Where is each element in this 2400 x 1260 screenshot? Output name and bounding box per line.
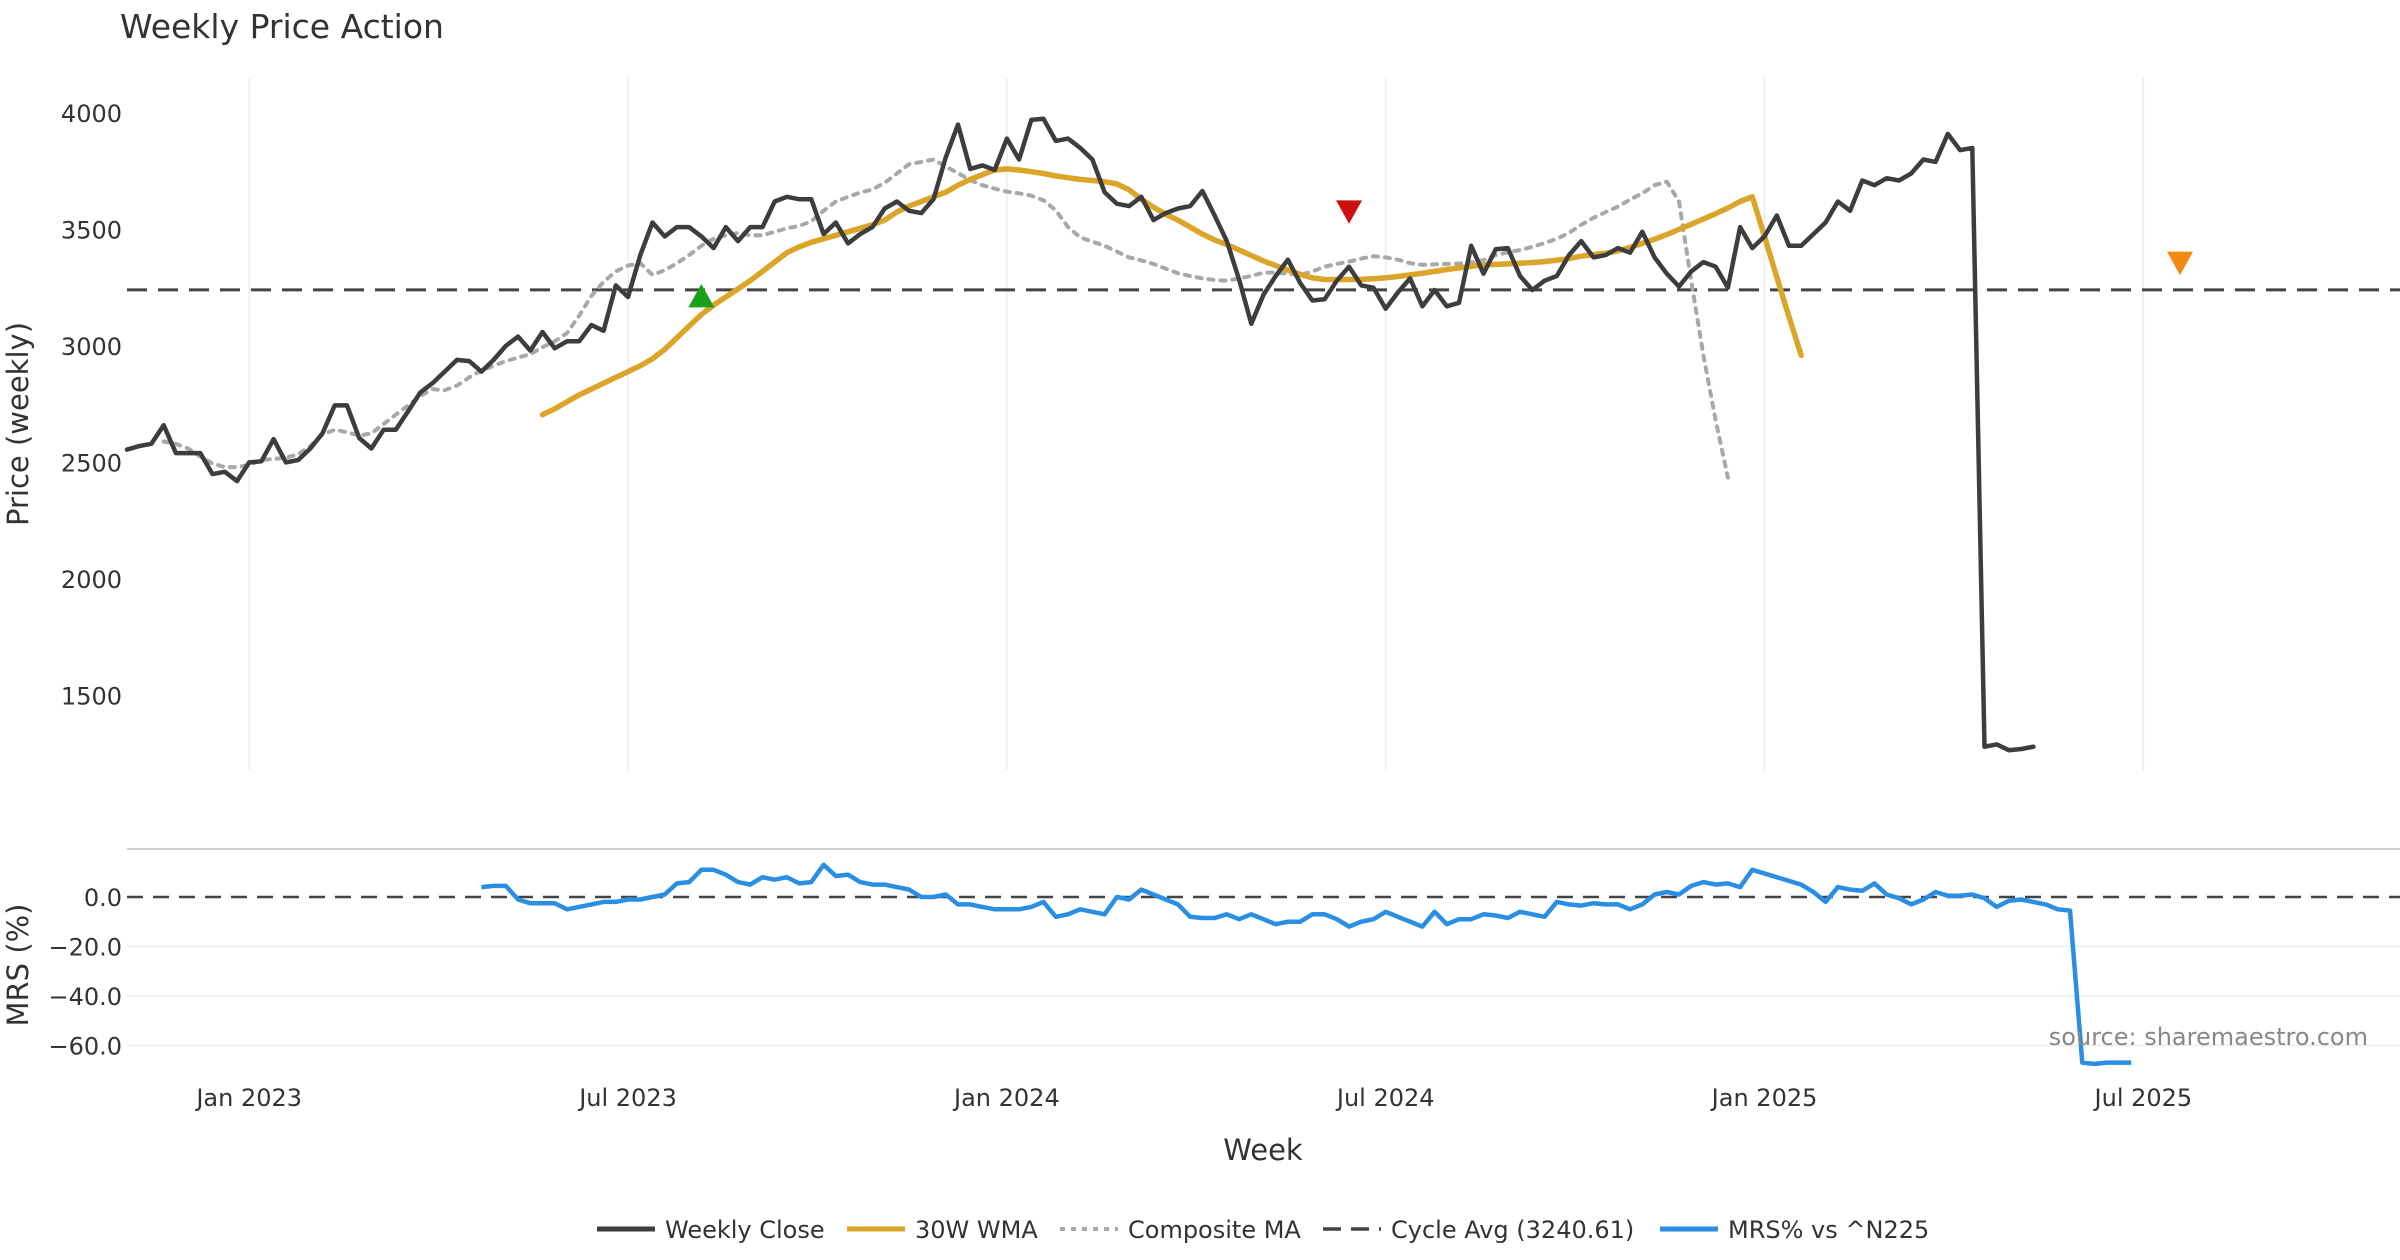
legend: Weekly Close 30W WMA Composite MA Cycle Avg… — [597, 1216, 1929, 1244]
grid — [127, 78, 2400, 1047]
wma-30w-line — [539, 166, 1804, 418]
legend-label: 30W WMA — [915, 1216, 1038, 1244]
mrs-tick-label: −20.0 — [48, 933, 122, 961]
price-axis-label: Price (weekly) — [1, 322, 35, 526]
legend-label: Weekly Close — [665, 1216, 825, 1244]
sell-signal-marker — [2167, 251, 2194, 276]
price-tick-label: 1500 — [61, 682, 122, 710]
mrs-tick-label: −60.0 — [48, 1032, 122, 1060]
reference-lines — [127, 288, 2400, 899]
weekly-close-line — [124, 116, 2036, 753]
x-axis-title: Week — [1223, 1133, 1303, 1167]
x-tick-label: Jul 2025 — [2093, 1084, 2193, 1112]
mrs-axis-label: MRS (%) — [1, 904, 35, 1027]
legend-label: MRS% vs ^N225 — [1728, 1216, 1929, 1244]
price-tick-label: 2000 — [61, 566, 122, 594]
price-tick-label: 3500 — [61, 216, 122, 244]
price-tick-label: 2500 — [61, 449, 122, 477]
legend-label: Cycle Avg (3240.61) — [1391, 1216, 1634, 1244]
sell-signal-marker — [1336, 200, 1363, 224]
legend-label: Composite MA — [1128, 1216, 1301, 1244]
series-lines — [124, 116, 2132, 1067]
source-note: source: sharemaestro.com — [2049, 1023, 2368, 1051]
x-tick-label: Jan 2023 — [194, 1084, 302, 1112]
y-tick-labels: 1500 2000 2500 3000 3500 4000 −60.0 −40.0 −20.0 0… — [48, 100, 122, 1060]
x-tick-label: Jan 2024 — [952, 1084, 1060, 1112]
x-tick-label: Jan 2025 — [1710, 1084, 1818, 1112]
x-tick-labels: Jan 2023 Jul 2023 Jan 2024 Jul 2024 Jan 2025… — [194, 1084, 2192, 1112]
x-tick-label: Jul 2024 — [1335, 1084, 1435, 1112]
x-tick-label: Jul 2023 — [577, 1084, 677, 1112]
price-tick-label: 3000 — [61, 333, 122, 361]
buy-signal-marker — [688, 284, 715, 308]
mrs-line — [481, 862, 2132, 1067]
mrs-tick-label: −40.0 — [48, 983, 122, 1011]
chart-title: Weekly Price Action — [120, 7, 444, 46]
signal-markers — [688, 200, 2194, 308]
price-tick-label: 4000 — [61, 100, 122, 128]
mrs-tick-label: 0.0 — [84, 884, 122, 912]
